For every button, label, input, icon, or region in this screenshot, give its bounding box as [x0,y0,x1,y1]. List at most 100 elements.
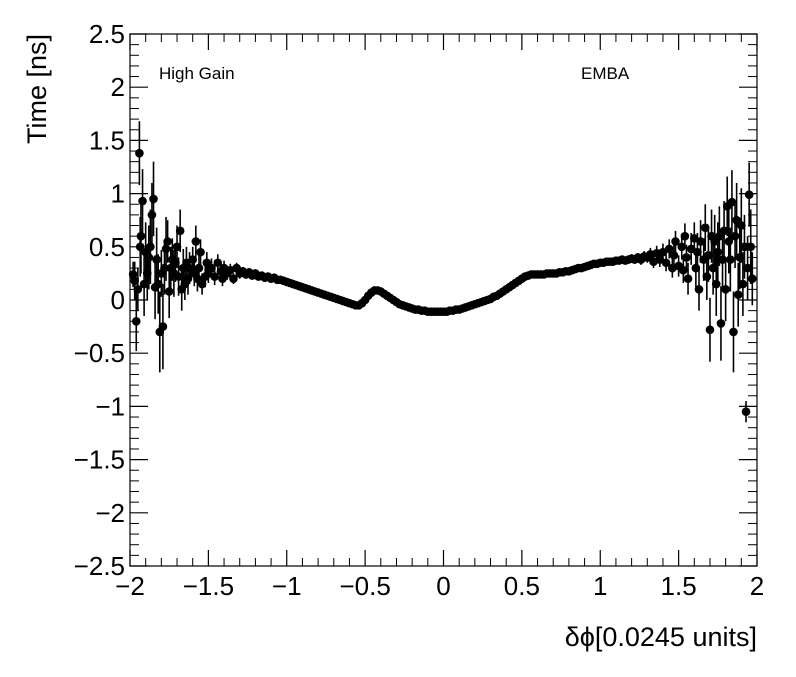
x-tick-label: 0.5 [504,571,540,601]
data-point [746,242,756,252]
data-point [737,221,746,230]
x-tick-label: −0.5 [339,571,390,601]
data-point [197,279,207,289]
data-point [149,194,158,204]
data-point [726,255,735,264]
data-point [144,253,154,262]
x-tick-label: −2 [115,571,145,601]
data-point [194,263,204,273]
data-point [705,325,715,335]
data-point [696,237,705,246]
y-axis-title: Time [ns] [22,34,52,144]
y-tick-label: −2 [95,498,125,528]
data-point [669,251,679,260]
data-point [718,255,727,264]
data-point [146,242,155,252]
data-point [727,197,737,207]
data-point [183,274,193,284]
y-axis: −2.5 −2 −1.5 −1 −0.5 0 0.5 1 1.5 2 2.5 [74,19,757,581]
y-tick-label: −1 [95,391,125,421]
data-point [680,231,690,241]
data-point [142,269,152,278]
data-point [133,285,143,294]
data-point [158,322,168,331]
data-point [682,253,691,262]
data-point [683,274,693,284]
data-point [713,247,723,257]
x-tick-label: 1 [593,571,607,601]
data-point [175,226,185,236]
data-point [711,279,721,289]
data-point [161,244,171,254]
data-point [721,285,730,294]
data-point [671,237,680,246]
y-tick-label: 1 [111,179,125,209]
y-tick-label: −1.5 [74,445,125,475]
data-point [730,231,740,241]
data-point [704,251,713,260]
data-point [677,242,687,252]
y-tick-label: 1.5 [89,125,125,155]
data-point [210,272,219,281]
data-point [735,253,745,262]
data-point [740,242,749,252]
data-point [694,285,704,294]
data-point [138,196,147,206]
data-points [128,148,757,417]
data-point [164,287,174,296]
data-point [131,316,141,326]
data-point [738,279,748,289]
x-axis: −2 −1.5 −1 −0.5 0 0.5 1 1.5 2 [115,34,764,601]
x-tick-label: 0 [436,571,450,601]
data-point [130,276,140,286]
x-tick-label: −1.5 [183,571,234,601]
data-point [747,274,757,284]
data-point [229,274,238,284]
data-point [136,231,146,241]
data-point [708,263,718,273]
x-tick-label: 1.5 [661,571,697,601]
data-point [691,263,701,273]
data-point [172,242,182,252]
data-point [139,279,149,289]
data-point [743,263,752,273]
data-point [693,247,702,257]
data-point [716,319,726,328]
data-point [188,255,197,264]
x-axis-title: δϕ[0.0245 units] [565,622,757,652]
data-point [729,327,738,337]
data-point [191,237,201,246]
annotation-high-gain: High Gain [159,64,235,83]
data-point [171,258,180,268]
y-tick-label: 0.5 [89,232,125,262]
x-tick-label: −1 [272,571,302,601]
data-point [207,263,216,273]
y-tick-label: 2 [111,72,125,102]
data-point [135,148,144,158]
data-point [744,190,754,199]
data-point [147,210,157,220]
data-point [733,290,743,299]
data-point [700,223,710,232]
data-point [160,263,169,273]
data-point [163,237,172,246]
y-tick-label: 0 [111,285,125,315]
y-tick-label: −2.5 [74,551,125,581]
data-point [702,272,712,281]
data-point [679,265,688,275]
data-point [661,258,671,268]
data-point [152,255,161,264]
data-point [719,226,729,236]
data-point [196,247,205,257]
data-point [153,279,163,289]
data-point [664,244,674,254]
y-tick-label: −0.5 [74,338,125,368]
data-point [741,407,751,417]
data-point [213,258,223,268]
data-point [724,237,734,246]
data-point [174,272,183,281]
data-point [135,242,145,252]
annotation-emba: EMBA [581,64,630,83]
